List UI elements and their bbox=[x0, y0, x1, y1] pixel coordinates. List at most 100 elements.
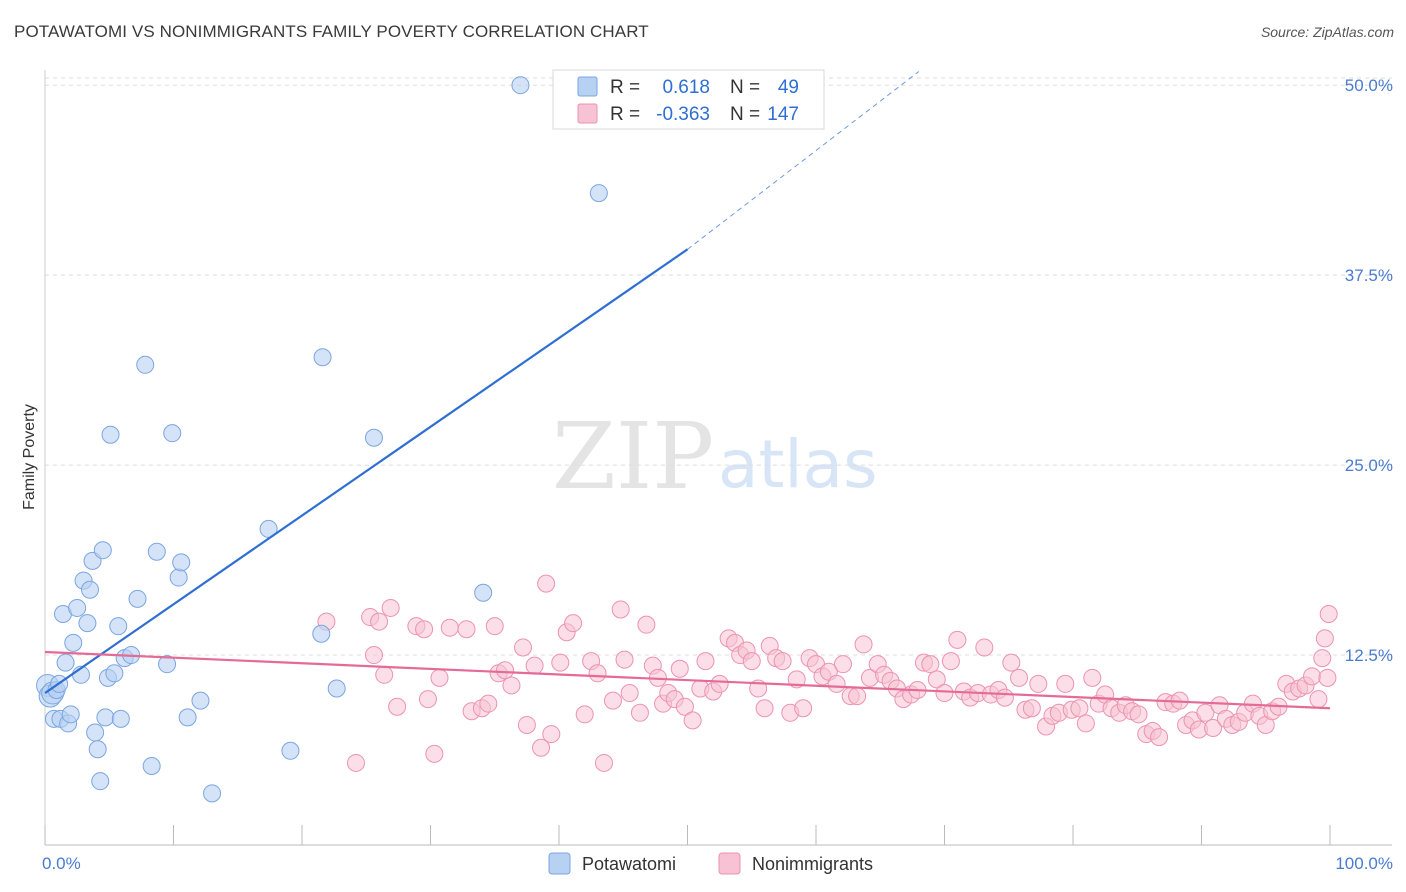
nonimmigrants-point bbox=[827, 674, 846, 693]
nonimmigrants-point bbox=[995, 688, 1014, 707]
potawatomi-point bbox=[172, 553, 191, 572]
nonimmigrants-point bbox=[1313, 649, 1332, 668]
potawatomi-point bbox=[80, 580, 99, 599]
potawatomi-point bbox=[163, 424, 182, 443]
nonimmigrants-point bbox=[675, 697, 694, 716]
nonimmigrants-point bbox=[833, 655, 852, 674]
nonimmigrants-point bbox=[854, 635, 873, 654]
potawatomi-point bbox=[313, 348, 332, 367]
nonimmigrants-point bbox=[1070, 699, 1089, 718]
potawatomi-point bbox=[96, 708, 115, 727]
series-legend: Potawatomi Nonimmigrants bbox=[548, 852, 873, 875]
nonimmigrants-point bbox=[479, 694, 498, 713]
nonimmigrants-point bbox=[630, 703, 649, 722]
potawatomi-point bbox=[111, 709, 130, 728]
y-axis-title: Family Poverty bbox=[21, 404, 38, 510]
y-tick-label: 12.5% bbox=[1345, 646, 1393, 665]
nonimmigrants-point bbox=[1318, 668, 1337, 687]
nonimmigrants-point bbox=[742, 652, 761, 671]
nonimmigrants-point bbox=[575, 705, 594, 724]
nonimmigrants-point bbox=[517, 715, 536, 734]
correlation-legend: R = 0.618 N = 49 R = -0.363 N = 147 bbox=[552, 69, 825, 130]
nonimmigrants-point bbox=[1196, 703, 1215, 722]
legend-r-label-potawatomi: R = bbox=[610, 77, 640, 98]
potawatomi-point bbox=[91, 772, 110, 791]
y-tick-label: 50.0% bbox=[1345, 76, 1393, 95]
bottom-legend-label-nonimmigrants: Nonimmigrants bbox=[752, 854, 873, 874]
nonimmigrants-point bbox=[921, 655, 940, 674]
potawatomi-trendline-extension bbox=[687, 71, 920, 250]
nonimmigrants-point bbox=[1022, 699, 1041, 718]
nonimmigrants-point bbox=[1319, 605, 1338, 624]
nonimmigrants-point bbox=[1309, 690, 1328, 709]
nonimmigrants-point bbox=[935, 684, 954, 703]
nonimmigrants-point bbox=[848, 687, 867, 706]
potawatomi-point bbox=[78, 614, 97, 633]
y-tick-label: 37.5% bbox=[1345, 266, 1393, 285]
nonimmigrants-point bbox=[430, 668, 449, 687]
legend-r-value-potawatomi: 0.618 bbox=[662, 77, 710, 98]
nonimmigrants-point bbox=[388, 697, 407, 716]
nonimmigrants-point bbox=[485, 617, 504, 636]
watermark-atlas: atlas bbox=[718, 426, 878, 503]
potawatomi-point bbox=[136, 355, 155, 374]
potawatomi-point bbox=[64, 633, 83, 652]
nonimmigrants-point bbox=[418, 690, 437, 709]
nonimmigrants-point bbox=[1083, 668, 1102, 687]
watermark-zip: ZIP bbox=[552, 403, 714, 510]
legend-swatch-potawatomi bbox=[577, 76, 598, 97]
potawatomi-point bbox=[203, 784, 222, 803]
potawatomi-point bbox=[109, 617, 128, 636]
potawatomi-point bbox=[281, 741, 300, 760]
nonimmigrants-point bbox=[696, 652, 715, 671]
potawatomi-point bbox=[128, 589, 147, 608]
nonimmigrants-point bbox=[588, 664, 607, 683]
gridlines bbox=[45, 77, 1392, 656]
legend-n-label-nonimmigrants: N = bbox=[730, 104, 760, 125]
legend-n-value-nonimmigrants: 147 bbox=[767, 104, 799, 125]
nonimmigrants-point bbox=[502, 676, 521, 695]
potawatomi-point bbox=[364, 428, 383, 447]
nonimmigrants-trendline bbox=[44, 650, 1331, 710]
nonimmigrants-point bbox=[1204, 718, 1223, 737]
potawatomi-point bbox=[169, 568, 188, 587]
nonimmigrants-point bbox=[1129, 705, 1148, 724]
nonimmigrants-point bbox=[787, 670, 806, 689]
nonimmigrants-point bbox=[794, 699, 813, 718]
series-potawatomi-points bbox=[36, 76, 608, 803]
nonimmigrants-point bbox=[603, 691, 622, 710]
legend-box bbox=[552, 69, 825, 130]
nonimmigrants-point bbox=[1010, 668, 1029, 687]
nonimmigrants-point bbox=[537, 574, 556, 593]
nonimmigrants-point bbox=[514, 638, 533, 657]
y-tick-labels: 12.5% 25.0% 37.5% 50.0% bbox=[1345, 76, 1393, 665]
nonimmigrants-point bbox=[551, 653, 570, 672]
nonimmigrants-point bbox=[941, 652, 960, 671]
potawatomi-point bbox=[142, 756, 161, 775]
nonimmigrants-point bbox=[1315, 629, 1334, 648]
nonimmigrants-point bbox=[496, 661, 515, 680]
nonimmigrants-point bbox=[364, 646, 383, 665]
nonimmigrants-point bbox=[1076, 714, 1095, 733]
nonimmigrants-point bbox=[670, 659, 689, 678]
nonimmigrants-point bbox=[1002, 653, 1021, 672]
y-tick-label: 25.0% bbox=[1345, 456, 1393, 475]
axes bbox=[44, 70, 1392, 846]
nonimmigrants-point bbox=[594, 753, 613, 772]
source-credit: Source: ZipAtlas.com bbox=[1260, 24, 1394, 40]
legend-n-value-potawatomi: 49 bbox=[778, 77, 799, 98]
x-tick-labels: 0.0% 100.0% bbox=[42, 854, 1393, 873]
nonimmigrants-point bbox=[542, 725, 561, 744]
nonimmigrants-point bbox=[755, 699, 774, 718]
nonimmigrants-point bbox=[773, 652, 792, 671]
nonimmigrants-point bbox=[611, 600, 630, 619]
bottom-legend-label-potawatomi: Potawatomi bbox=[582, 854, 676, 874]
x-tick-label-max: 100.0% bbox=[1335, 854, 1393, 873]
potawatomi-point bbox=[312, 624, 331, 643]
nonimmigrants-point bbox=[370, 612, 389, 631]
nonimmigrants-point bbox=[457, 620, 476, 639]
nonimmigrants-point bbox=[683, 711, 702, 730]
nonimmigrants-point bbox=[1303, 667, 1322, 686]
potawatomi-point bbox=[93, 541, 112, 560]
